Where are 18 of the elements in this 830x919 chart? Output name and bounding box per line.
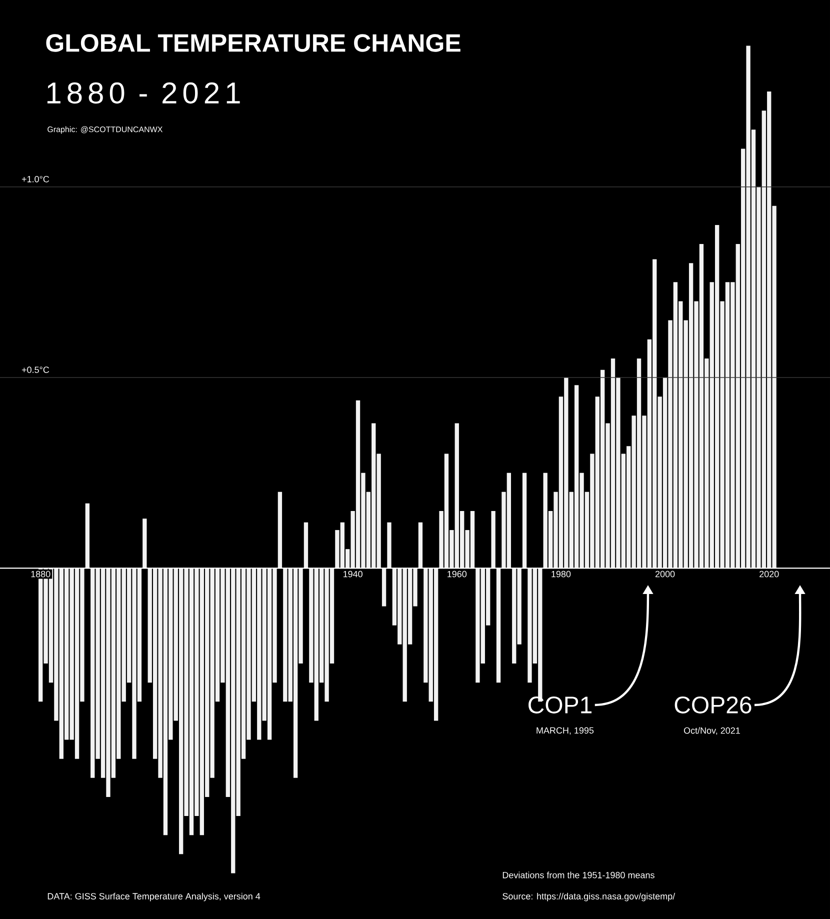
x-tick-label: 1940 <box>343 570 362 578</box>
text: GLOBAL TEMPERATURE CHANGE <box>46 34 460 52</box>
x-tick-label: 1880 <box>31 570 50 578</box>
x-tick-label: 2020 <box>760 570 779 578</box>
x-tick-label: 1960 <box>448 570 467 578</box>
y-tick-label: +0.5°C <box>22 366 50 373</box>
x-tick-label: 2000 <box>655 570 675 578</box>
annotation: COP26 <box>674 696 752 714</box>
annotation: Oct/Nov, 2021 <box>684 727 740 735</box>
annotation: Deviations from the 1951-1980 means <box>502 872 654 878</box>
text: 1880 - 2021 <box>47 82 240 104</box>
annotation: MARCH, 1995 <box>536 727 594 735</box>
annotation: DATA: GISS Surface Temperature Analysis, version 4 <box>48 892 260 902</box>
y-tick-label: +1.0°C <box>22 176 50 182</box>
annotation: Graphic: @SCOTTDUNCANWX <box>48 126 163 134</box>
annotation: Source: https://data.giss.nasa.gov/gistemp/ <box>502 892 676 902</box>
annotation: COP1 <box>528 696 592 714</box>
x-tick-label: 1980 <box>552 570 571 578</box>
